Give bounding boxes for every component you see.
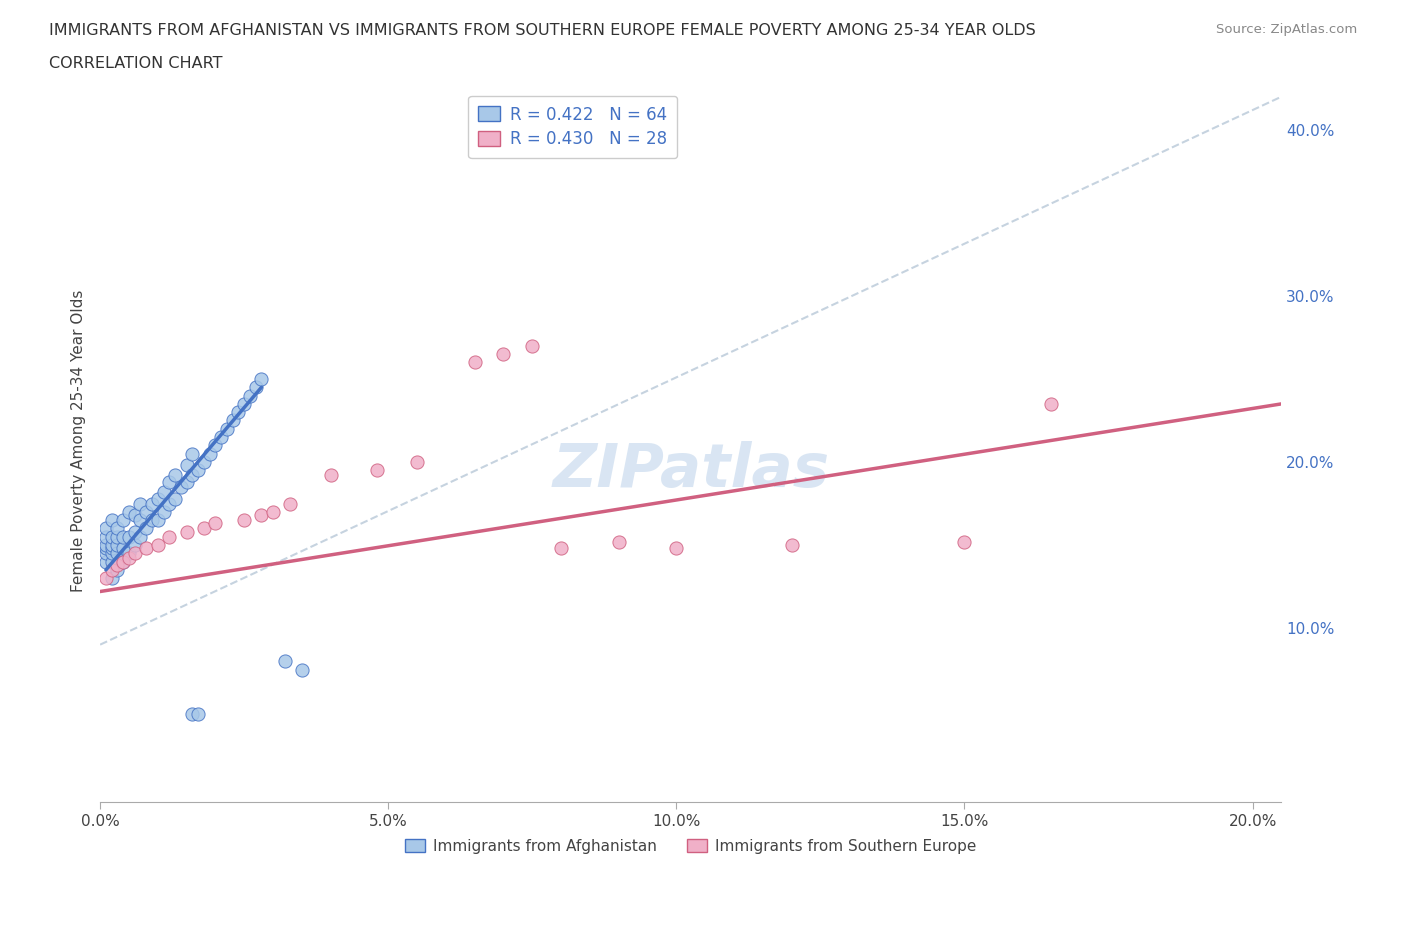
Point (245, 379, 267, 394)
Point (141, 512, 163, 527)
Point (100, 571, 122, 586)
Point (233, 512, 256, 527)
Point (94, 541, 117, 556)
Point (250, 372, 273, 387)
Point (129, 512, 152, 527)
Point (187, 463, 209, 478)
Point (157, 529, 180, 544)
Point (94, 521, 117, 536)
Point (112, 512, 135, 527)
Point (665, 541, 688, 556)
Point (152, 504, 174, 519)
Point (607, 534, 630, 549)
Point (953, 534, 976, 549)
Point (94, 546, 117, 561)
Point (157, 474, 180, 489)
Point (492, 347, 515, 362)
Point (118, 546, 141, 561)
Point (406, 455, 429, 470)
Point (170, 480, 193, 495)
Point (100, 546, 122, 561)
Point (112, 529, 135, 544)
Point (94, 538, 117, 552)
Legend: Immigrants from Afghanistan, Immigrants from Southern Europe: Immigrants from Afghanistan, Immigrants … (399, 832, 983, 859)
Point (124, 538, 146, 552)
Point (209, 430, 232, 445)
Point (163, 468, 186, 483)
Point (112, 554, 135, 569)
Point (107, 538, 129, 552)
Point (100, 538, 122, 552)
Point (176, 458, 198, 472)
Point (291, 662, 314, 677)
Point (181, 707, 204, 722)
Point (112, 554, 135, 569)
Point (100, 512, 122, 527)
Y-axis label: Female Poverty Among 25-34 Year Olds: Female Poverty Among 25-34 Year Olds (72, 290, 86, 592)
Point (273, 654, 295, 669)
Text: CORRELATION CHART: CORRELATION CHART (49, 56, 222, 71)
Point (135, 541, 157, 556)
Point (124, 546, 146, 561)
Point (146, 491, 169, 506)
Point (152, 485, 174, 499)
Point (550, 541, 572, 556)
Point (100, 563, 122, 578)
Point (118, 551, 141, 565)
Point (780, 538, 803, 552)
Point (129, 529, 152, 544)
Point (193, 521, 215, 536)
Point (112, 541, 135, 556)
Point (157, 496, 180, 511)
Point (94, 554, 117, 569)
Point (107, 529, 129, 544)
Point (100, 529, 122, 544)
Point (141, 496, 163, 511)
Point (124, 525, 146, 539)
Point (135, 504, 157, 519)
Point (181, 468, 204, 483)
Point (366, 463, 388, 478)
Text: Source: ZipAtlas.com: Source: ZipAtlas.com (1216, 23, 1357, 36)
Point (228, 405, 250, 419)
Point (94, 571, 117, 586)
Point (250, 508, 273, 523)
Point (278, 496, 301, 511)
Point (107, 563, 129, 578)
Point (176, 474, 198, 489)
Point (100, 554, 122, 569)
Point (1039, 396, 1062, 411)
Text: ZIPatlas: ZIPatlas (553, 441, 830, 499)
Point (124, 508, 146, 523)
Point (233, 396, 256, 411)
Point (187, 707, 209, 722)
Point (107, 557, 129, 572)
Point (319, 468, 342, 483)
Point (464, 355, 486, 370)
Point (146, 512, 169, 527)
Point (193, 455, 215, 470)
Point (221, 413, 243, 428)
Point (146, 538, 169, 552)
Point (100, 541, 122, 556)
Point (262, 504, 284, 519)
Point (215, 421, 238, 436)
Point (107, 546, 129, 561)
Point (522, 339, 544, 353)
Point (163, 491, 186, 506)
Point (176, 525, 198, 539)
Point (135, 521, 157, 536)
Point (118, 504, 141, 519)
Point (129, 496, 152, 511)
Point (198, 446, 221, 461)
Point (204, 438, 226, 453)
Point (204, 516, 226, 531)
Point (118, 529, 141, 544)
Point (239, 388, 262, 403)
Point (94, 529, 117, 544)
Point (181, 446, 204, 461)
Point (107, 521, 129, 536)
Text: IMMIGRANTS FROM AFGHANISTAN VS IMMIGRANTS FROM SOUTHERN EUROPE FEMALE POVERTY AM: IMMIGRANTS FROM AFGHANISTAN VS IMMIGRANT… (49, 23, 1036, 38)
